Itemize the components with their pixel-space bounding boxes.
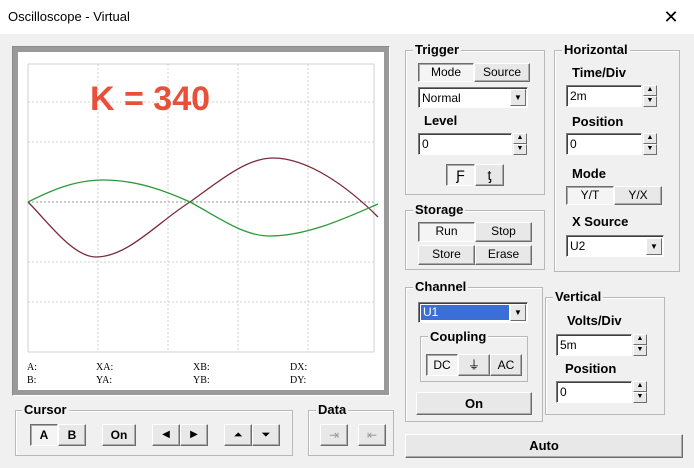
ground-icon: ⏚: [467, 358, 480, 372]
readout-yb: YB:: [193, 375, 210, 386]
cursor-group: [15, 410, 293, 456]
v-position-label: Position: [565, 361, 617, 376]
cursor-left-button[interactable]: ◀: [152, 424, 180, 446]
storage-title: Storage: [413, 202, 466, 217]
trigger-level-value: 0: [422, 137, 429, 151]
volts-div-label: Volts/Div: [567, 313, 622, 328]
cursor-down-button[interactable]: ⏷: [252, 424, 280, 446]
dc-coupling-button[interactable]: DC: [426, 354, 458, 376]
time-div-value: 2m: [570, 89, 587, 103]
h-position-input[interactable]: 0: [566, 133, 642, 155]
stop-button[interactable]: Stop: [475, 222, 532, 242]
x-source-select[interactable]: U2: [566, 235, 664, 257]
h-position-value: 0: [570, 137, 577, 151]
title-bar: [0, 0, 694, 34]
time-up-icon[interactable]: ▲: [643, 85, 657, 96]
x-source-value: U2: [570, 239, 586, 253]
horizontal-title: Horizontal: [562, 42, 630, 57]
trigger-mode-value: Normal: [422, 91, 461, 105]
v-pos-down-icon[interactable]: ▼: [633, 392, 647, 403]
waveform-display: [27, 63, 379, 353]
coupling-label: Coupling: [428, 329, 489, 344]
h-pos-up-icon[interactable]: ▲: [643, 133, 657, 144]
channel-1-trace: [27, 157, 379, 258]
arrow-right-icon: ▶: [190, 429, 198, 440]
trigger-level-input[interactable]: 0: [418, 133, 512, 155]
k-value-overlay: K = 340: [90, 80, 211, 118]
screen: K = 340 A: B: XA: YA: XB: YB: DX: DY:: [18, 52, 384, 390]
window-title: Oscilloscope - Virtual: [8, 9, 130, 24]
tab-mode[interactable]: Mode: [418, 63, 474, 82]
channel-group: [405, 287, 543, 422]
data-group: [308, 410, 394, 456]
readout-a: A:: [27, 362, 37, 373]
cursor-title: Cursor: [22, 402, 69, 417]
channel-2-trace: [27, 179, 379, 237]
store-button[interactable]: Store: [418, 245, 475, 265]
readout-xb: XB:: [193, 362, 210, 373]
trigger-title: Trigger: [413, 42, 462, 57]
readout-b: B:: [27, 375, 37, 386]
arrow-down-icon: ⏷: [261, 429, 271, 441]
readout-dx: DX:: [290, 362, 308, 373]
trigger-group: [405, 50, 545, 195]
volts-div-value: 5m: [560, 338, 577, 352]
ac-coupling-button[interactable]: AC: [490, 354, 522, 376]
data-export-button[interactable]: ⇤: [358, 424, 386, 446]
volts-down-icon[interactable]: ▼: [633, 345, 647, 356]
chevron-down-icon[interactable]: ▼: [510, 304, 526, 321]
chevron-down-icon[interactable]: ▼: [510, 89, 526, 106]
x-source-label: X Source: [572, 214, 629, 229]
vertical-group: [545, 297, 665, 415]
level-up-icon[interactable]: ▲: [513, 133, 527, 144]
close-button[interactable]: ✕: [663, 7, 679, 27]
time-div-label: Time/Div: [572, 65, 626, 80]
yx-mode-button[interactable]: Y/X: [614, 186, 662, 205]
volts-div-input[interactable]: 5m: [556, 334, 632, 356]
h-pos-down-icon[interactable]: ▼: [643, 144, 657, 155]
level-label: Level: [424, 113, 458, 128]
channel-value: U1: [421, 305, 509, 320]
data-title: Data: [316, 402, 349, 417]
vertical-title: Vertical: [553, 289, 604, 304]
cursor-a-button[interactable]: A: [30, 424, 58, 446]
level-down-icon[interactable]: ▼: [513, 144, 527, 155]
mode-label: Mode: [572, 166, 606, 181]
channel-select[interactable]: U1: [418, 302, 528, 323]
v-position-input[interactable]: 0: [556, 381, 632, 403]
readout-dy: DY:: [290, 375, 307, 386]
chevron-down-icon[interactable]: ▼: [646, 238, 662, 255]
export-icon: ⇤: [366, 428, 378, 442]
volts-up-icon[interactable]: ▲: [633, 334, 647, 345]
trigger-mode-select[interactable]: Normal: [418, 87, 528, 108]
arrow-up-icon: ⏶: [233, 429, 243, 441]
readout-xa: XA:: [96, 362, 114, 373]
cursor-on-button[interactable]: On: [102, 424, 136, 446]
falling-edge-button[interactable]: ƫ: [475, 164, 504, 186]
cursor-right-button[interactable]: ▶: [180, 424, 208, 446]
storage-group: [405, 210, 545, 270]
ground-coupling-button[interactable]: ⏚: [458, 354, 490, 376]
data-import-button[interactable]: ⇥: [320, 424, 348, 446]
v-position-value: 0: [560, 385, 567, 399]
run-button[interactable]: Run: [418, 222, 475, 242]
readout-ya: YA:: [96, 375, 113, 386]
import-icon: ⇥: [328, 428, 340, 442]
v-pos-up-icon[interactable]: ▲: [633, 381, 647, 392]
time-down-icon[interactable]: ▼: [643, 96, 657, 107]
rising-edge-button[interactable]: Ƒ: [446, 164, 475, 186]
cursor-b-button[interactable]: B: [58, 424, 86, 446]
auto-button[interactable]: Auto: [405, 434, 683, 458]
tab-source[interactable]: Source: [474, 63, 530, 82]
erase-button[interactable]: Erase: [475, 245, 532, 265]
yt-mode-button[interactable]: Y/T: [566, 186, 614, 205]
channel-on-button[interactable]: On: [416, 392, 532, 415]
time-div-input[interactable]: 2m: [566, 85, 642, 107]
arrow-left-icon: ◀: [162, 429, 170, 440]
cursor-up-button[interactable]: ⏶: [224, 424, 252, 446]
h-position-label: Position: [572, 114, 624, 129]
channel-title: Channel: [413, 279, 469, 294]
graticule: [27, 63, 375, 353]
